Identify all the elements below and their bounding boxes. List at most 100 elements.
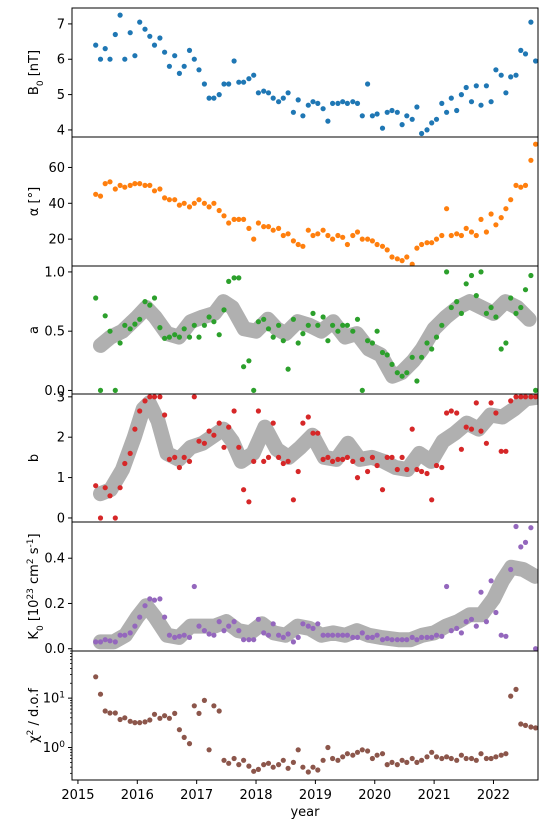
data-point <box>448 232 454 239</box>
data-point <box>394 762 400 768</box>
data-point <box>255 220 261 226</box>
data-point <box>325 744 331 751</box>
x-tick-label: 2017 <box>180 788 213 803</box>
data-point <box>522 539 529 546</box>
data-point <box>369 113 375 119</box>
data-point <box>478 589 484 595</box>
data-point <box>265 760 272 766</box>
data-point <box>344 322 350 328</box>
data-point <box>354 229 361 235</box>
data-point <box>300 621 306 627</box>
data-point <box>93 639 99 645</box>
data-point <box>344 241 350 248</box>
data-point <box>157 325 163 331</box>
data-point <box>305 102 311 108</box>
panel-frame <box>71 7 539 138</box>
data-point <box>503 751 509 757</box>
data-point <box>157 35 163 41</box>
data-point <box>117 485 123 491</box>
data-point <box>196 623 202 629</box>
data-point <box>280 757 286 763</box>
data-point <box>310 625 316 632</box>
data-point <box>518 544 524 550</box>
data-point <box>508 74 514 80</box>
data-point <box>231 58 237 64</box>
data-point <box>528 19 534 25</box>
data-point <box>191 583 197 590</box>
data-point <box>454 410 460 416</box>
data-point <box>409 755 415 762</box>
data-point <box>429 120 435 126</box>
data-point <box>305 322 311 328</box>
data-point <box>444 583 450 590</box>
data-point <box>330 755 336 762</box>
data-point <box>444 206 450 212</box>
data-point <box>285 631 291 637</box>
data-point <box>414 378 420 384</box>
y-tick-label: 3 <box>57 390 65 405</box>
data-point <box>399 637 405 643</box>
data-point <box>122 715 128 721</box>
panel-frame <box>71 650 539 781</box>
data-point <box>157 394 163 400</box>
data-point <box>221 444 227 450</box>
x-tick-label: 2021 <box>418 788 451 803</box>
data-point <box>522 394 529 400</box>
data-point <box>201 697 207 704</box>
data-point <box>265 632 272 638</box>
data-point <box>107 638 113 644</box>
y-tick-label: 0.2 <box>44 597 65 612</box>
data-point <box>166 197 172 203</box>
data-point <box>444 410 450 416</box>
data-point <box>379 243 386 249</box>
data-point <box>468 272 475 279</box>
y-tick-label: 101 <box>43 691 65 707</box>
data-point <box>463 281 469 287</box>
data-point <box>473 83 479 89</box>
data-point <box>315 621 321 627</box>
data-point <box>122 460 128 467</box>
data-point <box>181 454 187 460</box>
data-point <box>335 100 341 106</box>
data-point <box>493 67 499 73</box>
data-point <box>147 717 153 723</box>
x-tick-label: 2016 <box>121 788 154 803</box>
data-point <box>270 334 276 340</box>
data-point <box>290 238 296 244</box>
data-point <box>117 182 123 188</box>
data-point <box>498 72 504 78</box>
data-point <box>320 106 326 112</box>
data-point <box>454 757 460 763</box>
data-point <box>374 328 380 334</box>
data-point <box>315 100 321 106</box>
data-point <box>528 394 534 400</box>
data-point <box>365 468 371 475</box>
data-point <box>276 632 282 638</box>
data-point <box>404 370 410 376</box>
data-point <box>310 430 316 436</box>
data-point <box>241 79 247 85</box>
data-point <box>533 394 538 400</box>
data-point <box>463 424 469 430</box>
data-point <box>300 420 306 426</box>
data-point <box>280 232 286 239</box>
data-point <box>335 632 341 638</box>
data-point <box>142 299 148 305</box>
data-point <box>354 749 361 755</box>
data-point <box>473 293 479 299</box>
data-point <box>196 710 202 717</box>
data-point <box>127 630 133 636</box>
y-tick-label: 20 <box>48 233 65 248</box>
data-point <box>236 628 242 634</box>
y-tick-label: 0.4 <box>44 552 65 567</box>
data-point <box>276 454 282 460</box>
data-point <box>246 637 252 643</box>
data-point <box>172 710 178 717</box>
data-point <box>315 430 321 436</box>
data-point <box>468 426 475 432</box>
data-point <box>107 493 113 499</box>
data-point <box>488 755 494 762</box>
data-point <box>478 269 484 275</box>
data-point <box>246 499 252 505</box>
data-point <box>176 70 182 76</box>
